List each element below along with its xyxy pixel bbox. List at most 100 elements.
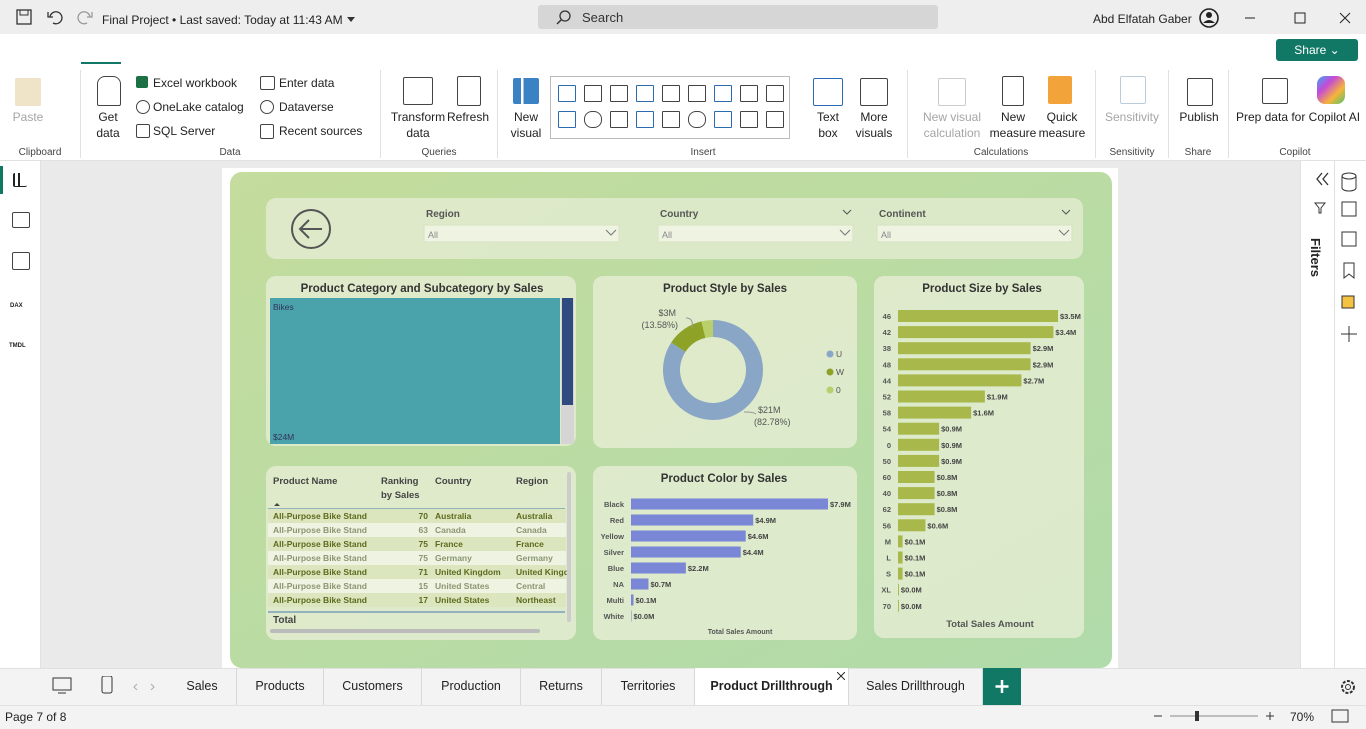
table-view[interactable] <box>12 212 30 228</box>
gallery-icon[interactable] <box>558 111 576 128</box>
text-box-button[interactable]: Text box <box>808 109 848 141</box>
visualizations-pane[interactable] <box>1342 202 1356 216</box>
selection-pane[interactable] <box>1342 296 1354 308</box>
visual-calc-button[interactable]: New visual calculation <box>912 109 992 141</box>
gallery-icon[interactable] <box>714 111 732 128</box>
onelake-button[interactable]: OneLake catalog <box>153 100 244 114</box>
undo-icon[interactable] <box>48 12 62 24</box>
bar-category: NA <box>613 580 624 589</box>
gallery-icon[interactable] <box>610 85 628 102</box>
slicer-dropdown[interactable] <box>424 225 619 242</box>
filter-icon <box>1315 203 1325 213</box>
transform-button[interactable]: Transform data <box>390 109 446 141</box>
bar <box>898 310 1058 322</box>
copilot-button[interactable]: Prep data for Copilot AI <box>1234 109 1362 141</box>
data-pane[interactable] <box>1342 173 1356 179</box>
slicer-label: Continent <box>879 209 926 220</box>
visual-gallery <box>550 76 790 139</box>
page-tab[interactable]: Production <box>422 668 521 705</box>
quick-measure-button[interactable]: Quick measure <box>1037 109 1087 141</box>
page-tab[interactable]: Sales <box>168 668 237 705</box>
visual-calc-icon <box>938 78 966 106</box>
excel-button[interactable]: Excel workbook <box>153 76 237 90</box>
gallery-icon[interactable] <box>740 111 758 128</box>
new-measure-icon <box>1002 76 1024 106</box>
save-icon[interactable] <box>17 10 31 24</box>
h-scrollbar[interactable] <box>270 629 540 633</box>
filters-label[interactable]: Filters <box>1308 238 1323 277</box>
scrollbar-thumb[interactable] <box>562 298 573 405</box>
report-view[interactable] <box>13 173 27 187</box>
add-page[interactable] <box>983 668 1021 705</box>
bar-category: 50 <box>883 457 891 466</box>
sensitivity-button[interactable]: Sensitivity <box>1101 109 1163 125</box>
page-tab[interactable]: Territories <box>602 668 695 705</box>
model-view[interactable] <box>12 252 30 270</box>
table-cell: United States <box>435 581 490 591</box>
share-button[interactable]: Share ⌄ <box>1276 39 1358 61</box>
sql-button[interactable]: SQL Server <box>153 124 215 138</box>
fit-page[interactable] <box>1330 708 1350 724</box>
dax-view[interactable]: DAX <box>10 303 23 309</box>
gallery-icon[interactable] <box>636 85 654 102</box>
menu-tab-underline <box>81 62 121 64</box>
new-visual-button[interactable]: New visual <box>506 109 546 141</box>
slicer-dropdown[interactable] <box>658 225 853 242</box>
page-tab[interactable]: Returns <box>521 668 602 705</box>
tmdl-view[interactable]: TMDL <box>9 343 26 349</box>
table-cell: Australia <box>516 511 553 521</box>
gallery-icon[interactable] <box>766 111 784 128</box>
gallery-icon[interactable] <box>558 85 576 102</box>
quick-measure-icon <box>1048 76 1072 104</box>
recent-icon <box>260 124 274 139</box>
gallery-icon[interactable] <box>662 85 680 102</box>
desktop-layout[interactable] <box>53 678 71 690</box>
onelake-icon <box>136 100 150 114</box>
maximize[interactable] <box>1295 13 1305 23</box>
add-pane[interactable] <box>1341 326 1357 342</box>
gallery-icon[interactable] <box>662 111 680 128</box>
mobile-layout[interactable] <box>102 676 112 693</box>
get-data-button[interactable]: Get data <box>88 109 128 141</box>
chevron[interactable] <box>346 16 356 24</box>
more-visuals-button[interactable]: More visuals <box>848 109 900 141</box>
collapse-filters[interactable] <box>1317 173 1328 185</box>
page-tab[interactable]: Customers <box>324 668 422 705</box>
close-tab[interactable] <box>837 672 845 680</box>
bar-category: S <box>886 570 891 579</box>
gallery-icon[interactable] <box>766 85 784 102</box>
donut-value-label: $21M <box>758 405 781 415</box>
gallery-icon[interactable] <box>584 111 602 128</box>
gallery-icon[interactable] <box>714 85 732 102</box>
slicer-dropdown[interactable] <box>877 225 1072 242</box>
format-pane[interactable] <box>1342 232 1356 246</box>
bookmarks-pane[interactable] <box>1344 263 1354 278</box>
new-measure-button[interactable]: New measure <box>988 109 1038 141</box>
redo-icon[interactable] <box>78 12 92 24</box>
page-tab[interactable]: Product Drillthrough <box>695 668 849 705</box>
gallery-icon[interactable] <box>740 85 758 102</box>
paste-button[interactable]: Paste <box>8 109 48 125</box>
recent-button[interactable]: Recent sources <box>279 124 362 138</box>
enter-data-button[interactable]: Enter data <box>279 76 334 90</box>
gallery-icon[interactable] <box>688 111 706 128</box>
close[interactable] <box>1340 13 1350 23</box>
bar <box>898 584 899 596</box>
gallery-icon[interactable] <box>584 85 602 102</box>
gallery-icon[interactable] <box>610 111 628 128</box>
search-box[interactable]: Search <box>538 5 938 29</box>
publish-button[interactable]: Publish <box>1173 109 1225 125</box>
page-tab[interactable]: Products <box>237 668 324 705</box>
v-scrollbar[interactable] <box>567 472 571 622</box>
divider <box>380 70 381 158</box>
refresh-button[interactable]: Refresh <box>446 109 490 125</box>
settings[interactable] <box>1338 677 1358 697</box>
tab-scroll[interactable] <box>134 684 154 690</box>
gallery-icon[interactable] <box>688 85 706 102</box>
dataverse-button[interactable]: Dataverse <box>279 100 334 114</box>
zoom-slider[interactable] <box>1150 708 1278 724</box>
page-tab[interactable]: Sales Drillthrough <box>849 668 983 705</box>
gallery-icon[interactable] <box>636 111 654 128</box>
bar-value-label: $0.1M <box>905 537 926 546</box>
